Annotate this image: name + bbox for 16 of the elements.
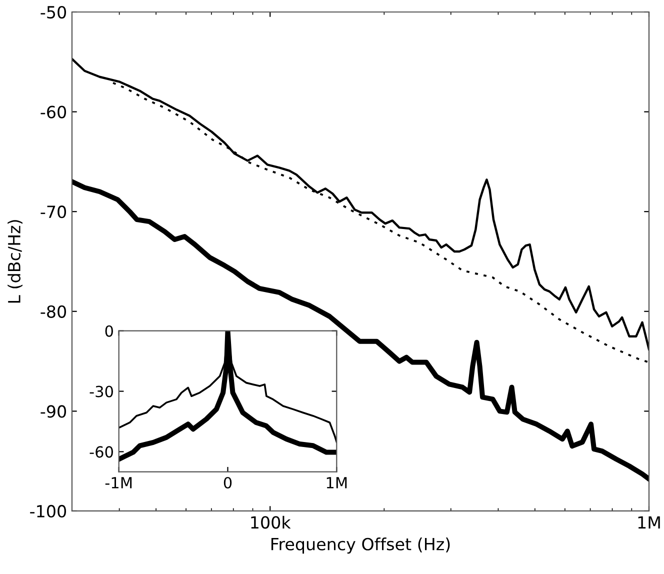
y-tick-label: -80	[40, 305, 66, 318]
x-tick-label: 0	[224, 476, 232, 489]
y-tick-label: -60	[40, 106, 66, 118]
y-tick-label: -90	[40, 405, 66, 418]
y-tick-label: -50	[40, 6, 66, 19]
x-tick-label: 1M	[326, 477, 347, 488]
y-tick-label: -70	[40, 206, 66, 218]
y-axis-title: L (dBc/Hz)	[8, 220, 22, 303]
x-tick-label: -1M	[105, 477, 132, 488]
y-tick-label: -60	[90, 446, 113, 458]
y-tick-label: 0	[105, 325, 113, 337]
y-tick-label: -30	[90, 386, 113, 398]
y-tick-label: -100	[30, 504, 66, 518]
x-axis-title: Frequency Offset (Hz)	[271, 538, 450, 554]
x-tick-label: 100k	[251, 516, 291, 529]
x-tick-label: 1M	[638, 516, 660, 528]
